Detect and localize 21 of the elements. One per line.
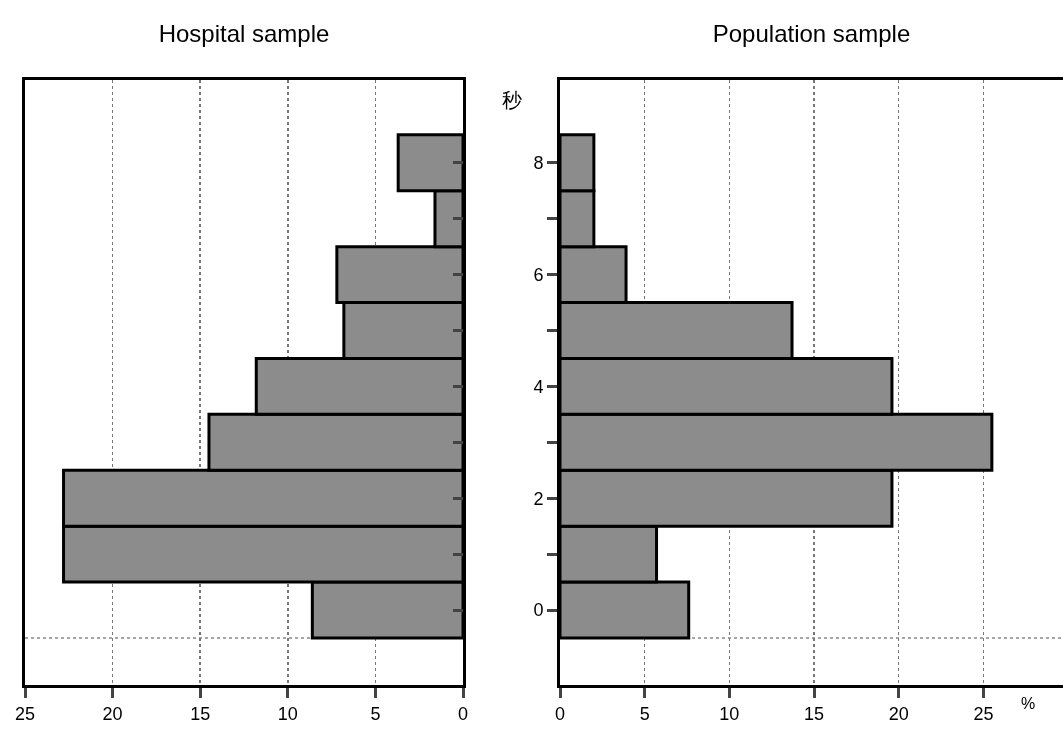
x-tick-label: 20 xyxy=(888,703,909,724)
x-tick-label: 15 xyxy=(190,703,211,724)
x-tick-label: 0 xyxy=(554,703,566,724)
y-axis-title: 秒 xyxy=(502,88,522,112)
y-tick-label: 0 xyxy=(533,600,544,621)
x-tick-label: 5 xyxy=(370,703,381,724)
x-tick-label: 0 xyxy=(457,703,469,724)
chart-title: Hospital sample xyxy=(158,19,330,47)
y-tick-label: 4 xyxy=(533,376,544,397)
x-tick-label: 10 xyxy=(719,703,740,724)
x-tick-label: 10 xyxy=(277,703,298,724)
y-tick-label: 6 xyxy=(533,264,544,285)
chart-title: Population sample xyxy=(712,19,911,47)
y-tick-label: 8 xyxy=(533,153,544,174)
x-tick-label: 25 xyxy=(973,703,994,724)
y-tick-label: 2 xyxy=(533,488,544,509)
x-tick-label: 25 xyxy=(14,703,36,724)
x-tick-label: 5 xyxy=(639,703,650,724)
x-tick-label: 20 xyxy=(102,703,123,724)
x-tick-label: 15 xyxy=(804,703,825,724)
x-axis-title: % xyxy=(1021,695,1036,712)
